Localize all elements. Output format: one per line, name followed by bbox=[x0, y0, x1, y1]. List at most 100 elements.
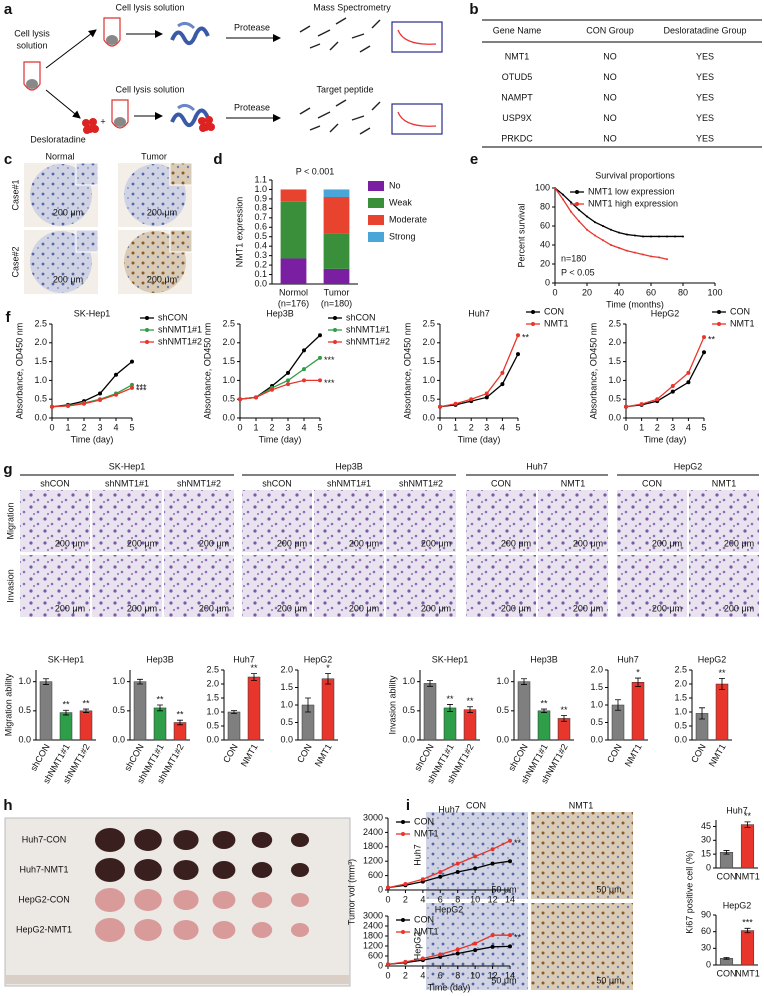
series-line bbox=[51, 361, 133, 408]
scale-label: 200 μm bbox=[652, 603, 682, 613]
scale-label: 200 μm bbox=[501, 603, 531, 613]
micrograph bbox=[20, 490, 90, 552]
point bbox=[286, 382, 290, 387]
panel-letter: f bbox=[6, 309, 12, 326]
tumor bbox=[95, 858, 125, 882]
table-cell: PRKDC bbox=[501, 133, 533, 143]
point bbox=[82, 401, 86, 406]
table-cell: YES bbox=[696, 133, 714, 143]
peptide bbox=[371, 101, 381, 111]
y-tick-label: 2400 bbox=[363, 920, 383, 930]
point bbox=[666, 258, 668, 261]
error-bar bbox=[719, 678, 725, 690]
x-tick-label: 6 bbox=[438, 970, 443, 980]
chart-title: SK-Hep1 bbox=[432, 654, 469, 664]
series-line bbox=[387, 945, 511, 965]
significance: *** bbox=[324, 355, 335, 365]
chart-title: Huh7 bbox=[233, 654, 255, 664]
bar-segment bbox=[323, 233, 350, 269]
error-bar bbox=[699, 707, 705, 720]
row-label: HepG2 bbox=[412, 932, 422, 961]
panel-letter: e bbox=[470, 151, 478, 168]
legend-label: CON bbox=[414, 816, 434, 826]
y-tick-label: 0 bbox=[706, 862, 711, 872]
error-bar bbox=[427, 680, 433, 687]
peptide bbox=[309, 43, 321, 49]
y-tick-label: 30 bbox=[701, 835, 711, 845]
y-tick-label: 20 bbox=[540, 258, 550, 268]
y-tick-label: 0.5 bbox=[422, 394, 435, 404]
column-label: CON bbox=[642, 478, 662, 488]
bar bbox=[79, 710, 93, 741]
point bbox=[508, 859, 512, 864]
row-label: Case#2 bbox=[10, 246, 20, 277]
x-tick-label: 0 bbox=[437, 422, 442, 432]
legend-label: NMT1 bbox=[544, 318, 569, 328]
peptide bbox=[329, 41, 339, 51]
x-tick-label: 4 bbox=[420, 970, 425, 980]
column-label: NMT1 bbox=[569, 800, 594, 810]
micrograph bbox=[538, 555, 608, 617]
x-tick-label: 4 bbox=[420, 894, 425, 904]
table-cell: YES bbox=[696, 72, 714, 82]
legend-label: NMT1 bbox=[414, 926, 439, 936]
column-label: shCON bbox=[262, 478, 292, 488]
x-axis-label: Time (months) bbox=[606, 299, 664, 309]
chart-title: HepG2 bbox=[651, 308, 680, 318]
point bbox=[686, 370, 691, 375]
table-cell: NO bbox=[603, 92, 617, 102]
y-tick-label: 0.5 bbox=[280, 717, 293, 727]
point bbox=[626, 249, 628, 252]
y-tick-label: 1.5 bbox=[590, 682, 603, 692]
significance: ** bbox=[540, 698, 548, 708]
bar bbox=[423, 683, 437, 741]
bar bbox=[740, 930, 755, 966]
row-label: HepG2-NMT1 bbox=[16, 924, 72, 934]
point bbox=[473, 854, 478, 859]
y-tick-label: 0.5 bbox=[674, 720, 687, 730]
point bbox=[490, 933, 495, 938]
x-tick-label: 60 bbox=[646, 287, 656, 297]
column-label: Tumor bbox=[141, 151, 167, 161]
y-tick-label: 1200 bbox=[363, 856, 383, 866]
y-tick-label: 0.0 bbox=[18, 734, 31, 744]
y-tick-label: 1.5 bbox=[206, 692, 219, 702]
x-tick-label: 2 bbox=[469, 422, 474, 432]
significance: ** bbox=[156, 694, 164, 704]
legend-label: Strong bbox=[389, 231, 416, 241]
x-axis-label: Time (day) bbox=[428, 982, 471, 992]
point bbox=[438, 952, 443, 957]
x-tick-label: 0 bbox=[552, 287, 557, 297]
point bbox=[624, 404, 628, 409]
y-tick-label: 2400 bbox=[363, 827, 383, 837]
x-tick-label: 20 bbox=[582, 287, 592, 297]
bar bbox=[517, 681, 531, 741]
y-axis-label: Absorbance, OD450 nm bbox=[14, 323, 24, 420]
scale-label: 200 μm bbox=[147, 207, 177, 217]
significance: *** bbox=[742, 918, 753, 928]
y-tick-label: 2.5 bbox=[206, 664, 219, 674]
point bbox=[490, 944, 495, 949]
y-tick-label: 2.0 bbox=[674, 678, 687, 688]
series-line bbox=[51, 387, 133, 408]
y-tick-label: 0.5 bbox=[254, 231, 267, 241]
series-line bbox=[51, 384, 133, 408]
scale-label: 200 μm bbox=[277, 603, 307, 613]
tumor bbox=[291, 923, 309, 937]
x-tick-label: 10 bbox=[470, 970, 480, 980]
tumor bbox=[95, 828, 125, 852]
tumor bbox=[134, 889, 162, 911]
point bbox=[570, 201, 572, 204]
y-tick-label: 2.0 bbox=[206, 678, 219, 688]
point bbox=[602, 239, 604, 242]
x-tick-label: 5 bbox=[129, 422, 134, 432]
scale-label: 200 μm bbox=[421, 538, 451, 548]
micrograph bbox=[689, 490, 759, 552]
point bbox=[650, 255, 652, 258]
scale-label: 200 μm bbox=[127, 538, 157, 548]
y-tick-label: 15 bbox=[701, 849, 711, 859]
point bbox=[469, 397, 474, 402]
point bbox=[490, 861, 495, 866]
tumor bbox=[251, 922, 273, 938]
x-tick-label: CON bbox=[717, 968, 737, 978]
